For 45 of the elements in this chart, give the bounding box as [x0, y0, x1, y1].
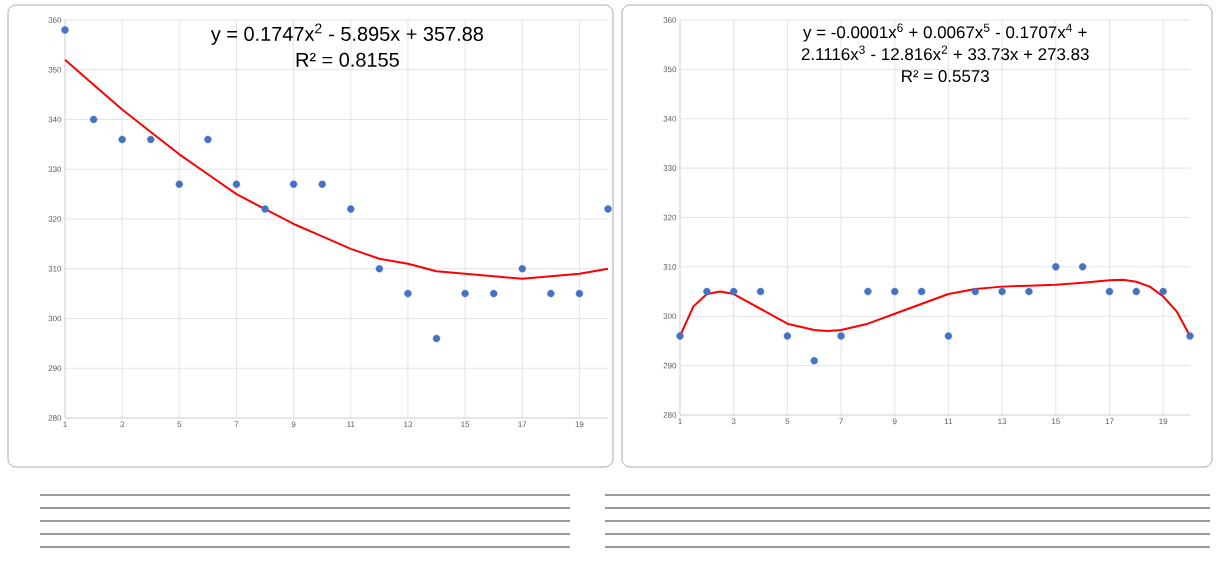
point: [944, 332, 953, 340]
point: [837, 332, 845, 340]
point: [147, 135, 155, 144]
point: [547, 289, 555, 298]
point: [518, 265, 526, 273]
point: [971, 287, 979, 296]
annotation: R² = 0.8155: [296, 52, 399, 67]
point: [489, 289, 498, 298]
point: [61, 26, 69, 34]
point: [432, 334, 441, 343]
point: [1052, 263, 1060, 271]
point: [676, 332, 684, 340]
point: [1078, 263, 1087, 271]
point: [729, 287, 738, 296]
point: [461, 289, 469, 298]
point: [118, 135, 126, 144]
point: [318, 180, 326, 188]
point: [289, 180, 298, 188]
point: [1159, 287, 1167, 296]
point: [575, 289, 584, 298]
point: [998, 287, 1006, 296]
annotation: 2.1116x$^{3}$ - 12.816x$^{2}$ + 33.73x + 273.83: [801, 45, 1089, 61]
point: [864, 287, 872, 296]
point: [703, 287, 711, 296]
point: [1132, 287, 1141, 296]
point: [404, 289, 412, 298]
point: [375, 265, 384, 273]
point: [810, 356, 818, 365]
point: [1186, 332, 1194, 340]
point: [175, 180, 184, 188]
point: [604, 205, 612, 213]
point: [891, 287, 899, 296]
annotation: R² = 0.5573: [902, 70, 989, 83]
point: [1025, 287, 1033, 296]
point: [261, 205, 269, 213]
annotation: y = 0.1747x$^{2}$ - 5.895x + 357.88: [210, 23, 483, 45]
point: [756, 287, 765, 296]
point: [347, 205, 355, 213]
point: [89, 115, 98, 124]
point: [232, 180, 241, 188]
annotation: y = -0.0001x$^{6}$ + 0.0067x$^{5}$ - 0.1707x$^{4}$ +: [803, 23, 1087, 42]
point: [783, 332, 792, 340]
point: [917, 287, 926, 296]
point: [1105, 287, 1114, 296]
point: [204, 135, 212, 144]
